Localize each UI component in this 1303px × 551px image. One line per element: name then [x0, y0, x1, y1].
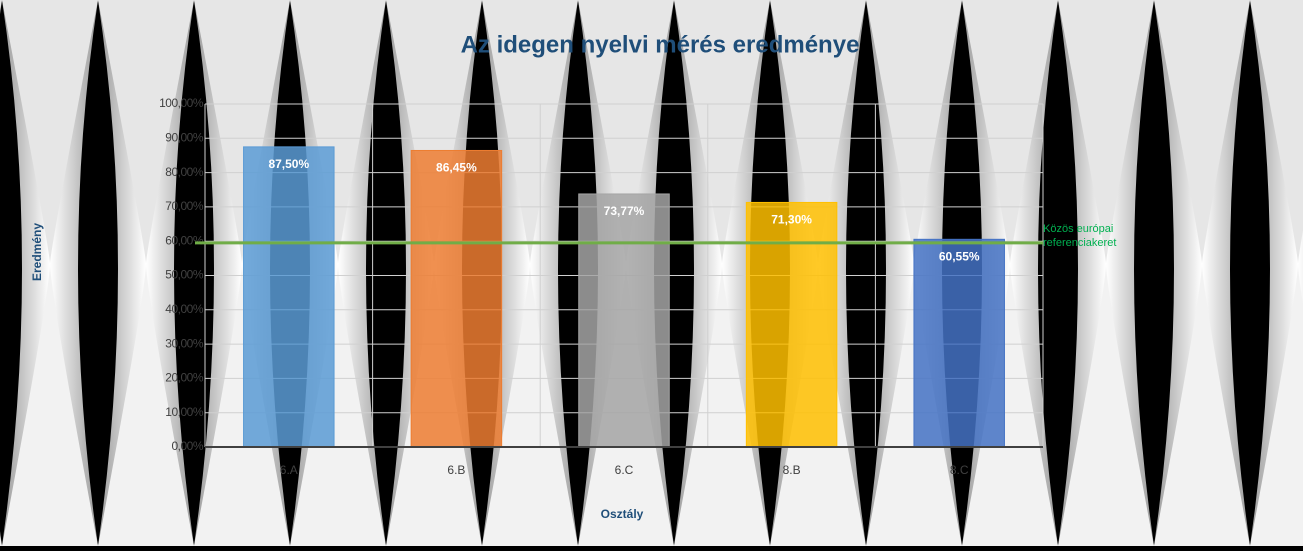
- x-tick-label: 8.C: [950, 463, 969, 477]
- chart-title: Az idegen nyelvi mérés eredménye: [461, 31, 860, 58]
- y-tick-label: 0,00%: [171, 439, 203, 453]
- chart: Az idegen nyelvi mérés eredménye Osztály…: [0, 0, 1303, 546]
- reference-label: Közös európai: [1043, 223, 1113, 235]
- x-tick-label: 6.B: [447, 463, 465, 477]
- bar: [411, 150, 502, 447]
- value-label: 60,55%: [939, 249, 980, 263]
- value-label: 71,30%: [771, 213, 812, 227]
- y-tick-label: 90,00%: [165, 130, 204, 144]
- y-tick-label: 60,00%: [165, 233, 204, 247]
- bar: [746, 202, 837, 447]
- y-tick-label: 70,00%: [165, 199, 204, 213]
- x-axis-label: Osztály: [601, 507, 644, 521]
- y-tick-label: 10,00%: [165, 405, 204, 419]
- reference-label: referenciakeret: [1043, 237, 1116, 249]
- y-tick-label: 80,00%: [165, 165, 204, 179]
- bar: [579, 194, 670, 447]
- value-label: 87,50%: [268, 157, 309, 171]
- y-tick-label: 30,00%: [165, 336, 204, 350]
- bar: [914, 239, 1005, 447]
- y-axis-label: Eredmény: [30, 223, 44, 281]
- y-tick-label: 40,00%: [165, 302, 204, 316]
- x-tick-label: 8.B: [783, 463, 801, 477]
- bar: [244, 147, 335, 447]
- value-label: 73,77%: [604, 204, 645, 218]
- value-label: 86,45%: [436, 161, 477, 175]
- y-tick-label: 50,00%: [165, 268, 204, 282]
- x-tick-label: 6.A: [280, 463, 298, 477]
- y-tick-label: 20,00%: [165, 371, 204, 385]
- x-tick-label: 6.C: [615, 463, 634, 477]
- y-tick-label: 100,00%: [159, 96, 204, 110]
